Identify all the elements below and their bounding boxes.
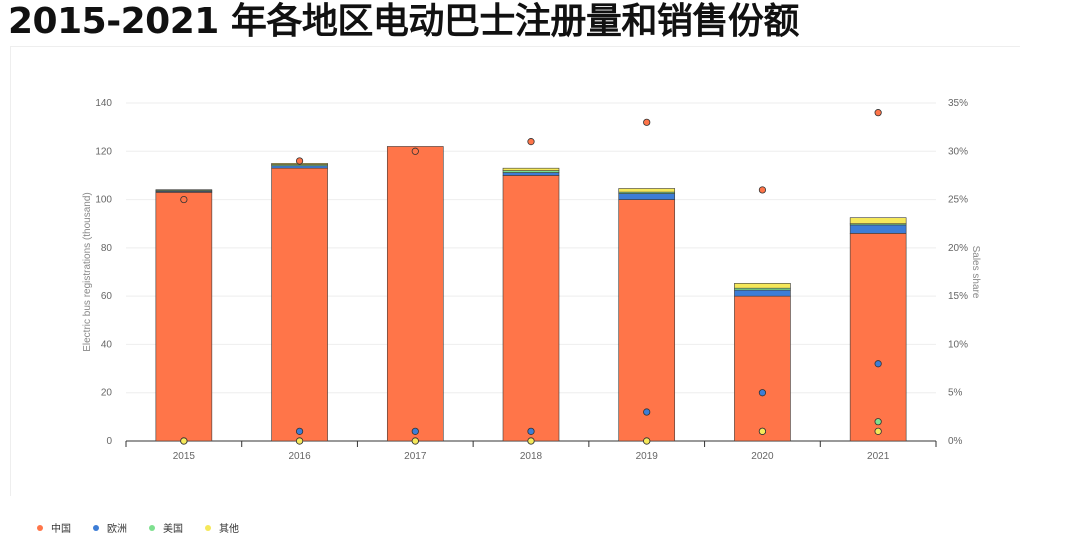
- share-point: [527, 437, 535, 445]
- bar-segment: [849, 233, 907, 442]
- bar-segment: [618, 199, 676, 442]
- y-tick-label: 120: [95, 146, 112, 157]
- x-tick-label: 2016: [288, 451, 311, 462]
- bar-segment: [618, 193, 676, 200]
- legend-label: 其他: [219, 524, 239, 535]
- share-point: [527, 138, 535, 146]
- share-point: [295, 437, 304, 445]
- bar-segment: [502, 175, 560, 442]
- share-point: [758, 389, 767, 397]
- legend: 中国 欧洲 美国 其他: [37, 520, 239, 535]
- share-point: [527, 427, 535, 435]
- share-point: [295, 427, 304, 435]
- y-tick-label: 80: [101, 243, 113, 254]
- share-point: [411, 427, 419, 435]
- legend-label: 中国: [51, 524, 71, 535]
- chart: 0 20 40 60 80 100 120 140 0% 5% 10% 15% 20% 25% 30% 35%…: [82, 98, 981, 462]
- bar-segment: [618, 188, 676, 193]
- y2-tick-label: 35%: [948, 98, 968, 109]
- legend-marker: [37, 524, 43, 531]
- y2-tick-label: 5%: [948, 388, 963, 399]
- legend-marker: [93, 524, 99, 531]
- bar-segment: [271, 167, 328, 442]
- y-tick-label: 140: [95, 98, 112, 109]
- x-tick-label: 2019: [636, 451, 659, 462]
- share-point: [874, 427, 882, 435]
- bar-segment: [502, 167, 560, 171]
- bar-segment: [849, 224, 907, 234]
- x-tick-label: 2018: [520, 451, 543, 462]
- y-tick-label: 20: [101, 388, 113, 399]
- chart-frame: 0 20 40 60 80 100 120 140 0% 5% 10% 15% 20% 25% 30% 35%…: [10, 46, 1020, 535]
- y-tick-label: 40: [101, 339, 113, 350]
- y-tick-label: 60: [101, 291, 113, 302]
- y2-tick-label: 20%: [948, 243, 968, 254]
- y-tick-label: 0: [106, 436, 112, 447]
- bar-segment: [849, 217, 907, 225]
- y2-tick-label: 30%: [948, 146, 968, 157]
- share-point: [643, 408, 651, 416]
- y2-tick-label: 15%: [948, 291, 968, 302]
- bar-segment: [734, 283, 791, 289]
- legend-item: 中国: [37, 520, 71, 535]
- share-point: [874, 360, 882, 368]
- share-point: [874, 418, 882, 426]
- bar-segment: [271, 165, 328, 169]
- share-point: [874, 109, 882, 117]
- share-point: [180, 437, 188, 445]
- legend-marker: [149, 524, 155, 531]
- legend-label: 美国: [163, 524, 183, 535]
- x-tick-label: 2021: [867, 451, 890, 462]
- legend-item: 美国: [149, 520, 183, 535]
- x-tick-label: 2020: [751, 451, 774, 462]
- y-axis-title: Electric bus registrations (thousand): [82, 192, 93, 352]
- y2-tick-label: 25%: [948, 195, 968, 206]
- share-point: [643, 437, 651, 445]
- page-title: 2015-2021 年各地区电动巴士注册量和销售份额: [8, 1, 799, 42]
- bar-segment: [734, 289, 791, 297]
- share-point: [180, 195, 188, 204]
- y-tick-label: 100: [95, 195, 112, 206]
- x-tick-label: 2017: [404, 451, 427, 462]
- legend-item: 欧洲: [93, 520, 127, 535]
- legend-item: 其他: [205, 520, 239, 535]
- legend-marker: [205, 524, 211, 531]
- share-point: [758, 186, 767, 194]
- y2-axis-title: Sales share: [970, 246, 981, 299]
- legend-label: 欧洲: [107, 524, 127, 535]
- bar-segment: [386, 146, 444, 442]
- bar-segment: [502, 172, 560, 176]
- y2-tick-label: 0%: [948, 436, 963, 447]
- bar-segment: [734, 295, 791, 442]
- share-point: [758, 427, 767, 435]
- share-point: [643, 118, 651, 126]
- bar-segment: [155, 189, 213, 191]
- share-point: [295, 157, 304, 165]
- x-tick-label: 2015: [173, 451, 196, 462]
- bar-segment: [155, 192, 213, 442]
- share-point: [411, 437, 419, 445]
- share-point: [411, 147, 419, 155]
- y2-tick-label: 10%: [948, 339, 968, 350]
